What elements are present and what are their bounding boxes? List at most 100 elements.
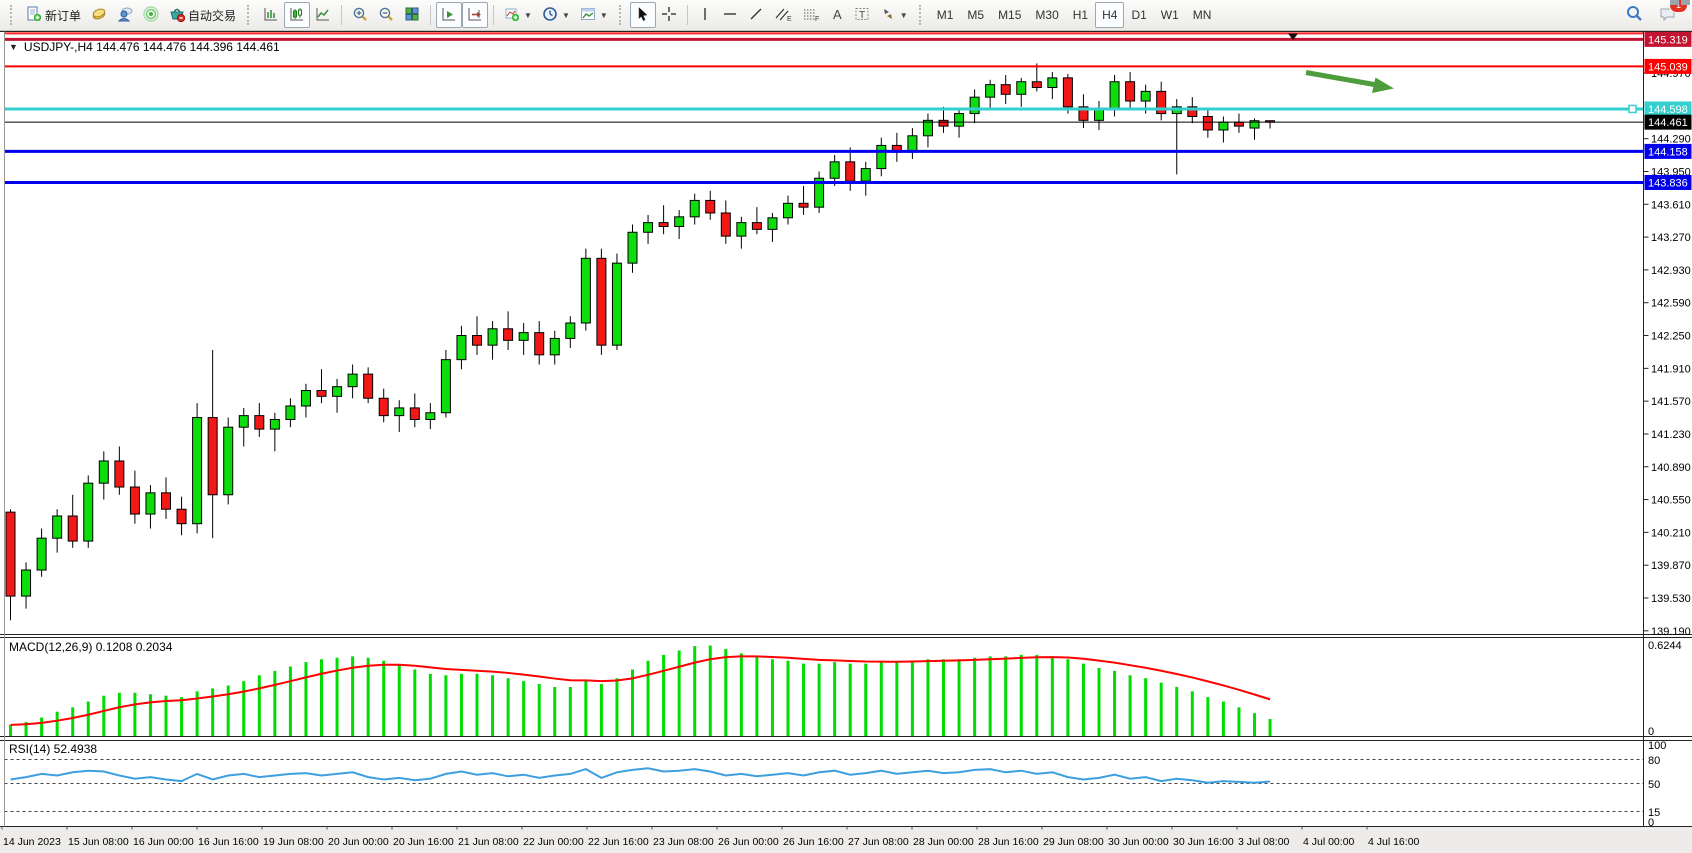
templates-button[interactable]: ▼ <box>575 2 613 28</box>
cursor-icon <box>635 6 651 25</box>
auto-scroll-button[interactable] <box>436 2 463 28</box>
bar-chart-mode-button[interactable] <box>258 2 284 28</box>
candle-body <box>658 222 669 227</box>
level-price-label: 144.158 <box>1648 146 1688 158</box>
candle-body <box>176 508 187 525</box>
arrows-button[interactable]: ▼ <box>875 2 913 28</box>
timeframe-button-mn[interactable]: MN <box>1192 8 1212 22</box>
candlestick-icon <box>289 6 305 25</box>
rsi-axis-label: 100 <box>1648 740 1666 752</box>
candle-body <box>611 262 622 346</box>
candle-body <box>300 390 311 407</box>
chart-shift-marker-icon[interactable] <box>1288 33 1298 41</box>
zoom-in-icon <box>352 6 368 25</box>
notifications-button[interactable]: 1 <box>1654 0 1688 28</box>
toolbar-drag-handle[interactable] <box>10 5 16 25</box>
level-price-label: 144.598 <box>1648 104 1688 116</box>
template-icon <box>580 6 596 25</box>
rsi-indicator-label[interactable]: RSI(14) 52.4938 <box>9 742 98 756</box>
candle-body <box>161 492 171 510</box>
level-price-badge <box>1644 31 1692 47</box>
price-tick-label: 144.290 <box>1651 134 1691 146</box>
auto-trading-button[interactable]: 自动交易 <box>164 2 241 28</box>
line-drag-handle[interactable] <box>1628 104 1637 114</box>
crosshair-button[interactable] <box>656 2 682 28</box>
candle-body <box>534 332 545 356</box>
timeframe-button-w1[interactable]: W1 <box>1160 8 1179 22</box>
trendline-button[interactable] <box>743 2 769 28</box>
search-button[interactable] <box>1621 2 1648 28</box>
indicators-button[interactable]: ▼ <box>499 2 537 28</box>
candle-body <box>192 417 203 525</box>
time-tick-label: 20 Jun 00:00 <box>328 836 389 848</box>
timeframe-group: M1 M5 M15 M30 H1 H4 D1 W1 MN <box>930 2 1219 28</box>
time-tick-label: 26 Jun 16:00 <box>783 836 844 848</box>
timeframe-button-m30[interactable]: M30 <box>1035 8 1059 22</box>
current-price-badge <box>1644 114 1692 130</box>
chart-shift-button[interactable] <box>462 2 489 28</box>
main-toolbar: 新订单 自动交易 <box>0 0 1692 31</box>
horizontal-line-button[interactable] <box>717 2 743 28</box>
candle-body <box>440 359 451 414</box>
candle-body <box>394 407 405 417</box>
trend-arrow-annotation[interactable] <box>1305 70 1394 94</box>
level-price-label: 143.836 <box>1648 177 1688 189</box>
timeframe-button-m15[interactable]: M15 <box>998 8 1022 22</box>
price-chart-canvas[interactable]: 144.970144.290143.950143.610143.270142.9… <box>0 31 1692 853</box>
new-order-icon <box>26 6 42 25</box>
candle-body <box>736 222 747 237</box>
vertical-line-button[interactable] <box>693 2 717 28</box>
zoom-out-icon <box>378 6 394 25</box>
equidistant-channel-button[interactable]: E <box>769 2 797 28</box>
zoom-in-button[interactable] <box>347 2 373 28</box>
time-axis-background <box>0 827 1692 853</box>
macd-pane <box>9 645 1272 737</box>
time-tick-label: 3 Jul 08:00 <box>1238 836 1290 848</box>
rsi-axis-label: 0 <box>1648 817 1654 829</box>
fibonacci-button[interactable]: F <box>797 2 825 28</box>
time-axis[interactable]: 14 Jun 2023 15 Jun 08:00 16 Jun 00:00 16 Ju… <box>1 826 1420 849</box>
tile-windows-icon <box>404 6 420 25</box>
candlestick-mode-button[interactable] <box>284 2 311 28</box>
toolbar-drag-handle[interactable] <box>618 5 625 25</box>
candle-body <box>129 486 140 515</box>
toolbar-drag-handle[interactable] <box>918 5 925 25</box>
candle-body <box>1218 121 1229 131</box>
timeframe-button-d1[interactable]: D1 <box>1131 8 1147 22</box>
timeframe-button-m1[interactable]: M1 <box>936 8 954 22</box>
window-controls[interactable] <box>1670 0 1690 5</box>
text-button[interactable]: A <box>825 2 849 28</box>
deposit-button[interactable] <box>86 2 112 28</box>
timeframe-button-h4[interactable]: H4 <box>1095 2 1125 28</box>
level-price-badge <box>1644 101 1692 117</box>
price-axis[interactable]: 144.970144.290143.950143.610143.270142.9… <box>1643 31 1692 829</box>
chart-shift-icon <box>467 6 483 25</box>
timeframe-button-h1[interactable]: H1 <box>1072 8 1089 22</box>
time-tick-label: 30 Jun 00:00 <box>1108 836 1169 848</box>
candle-body <box>83 482 94 542</box>
profile-button[interactable] <box>112 2 138 28</box>
candle-body <box>1187 106 1198 117</box>
collapse-triangle-icon[interactable]: ▼ <box>9 42 18 52</box>
fibonacci-icon: F <box>802 6 820 25</box>
text-label-button[interactable]: T <box>849 2 875 28</box>
cursor-button[interactable] <box>629 2 656 28</box>
tile-windows-button[interactable] <box>399 2 425 28</box>
periods-button[interactable]: ▼ <box>537 2 575 28</box>
candle-body <box>767 217 778 230</box>
line-chart-mode-button[interactable] <box>310 2 336 28</box>
price-tick-label: 140.890 <box>1651 462 1691 474</box>
new-order-button[interactable]: 新订单 <box>21 2 86 28</box>
line-chart-icon <box>315 6 331 25</box>
chart-title-text: USDJPY-,H4 144.476 144.476 144.396 144.4… <box>23 40 280 54</box>
macd-axis-max-label: 0.6244 <box>1648 640 1682 652</box>
timeframe-button-m5[interactable]: M5 <box>967 8 985 22</box>
signals-button[interactable] <box>138 2 164 28</box>
time-tick-label: 29 Jun 08:00 <box>1043 836 1104 848</box>
zoom-out-button[interactable] <box>373 2 399 28</box>
toolbar-drag-handle[interactable] <box>247 5 253 25</box>
macd-indicator-label[interactable]: MACD(12,26,9) 0.1208 0.2034 <box>9 640 173 654</box>
candle-body <box>643 222 654 233</box>
time-tick-label: 30 Jun 16:00 <box>1173 836 1234 848</box>
gold-coin-icon <box>91 6 107 25</box>
